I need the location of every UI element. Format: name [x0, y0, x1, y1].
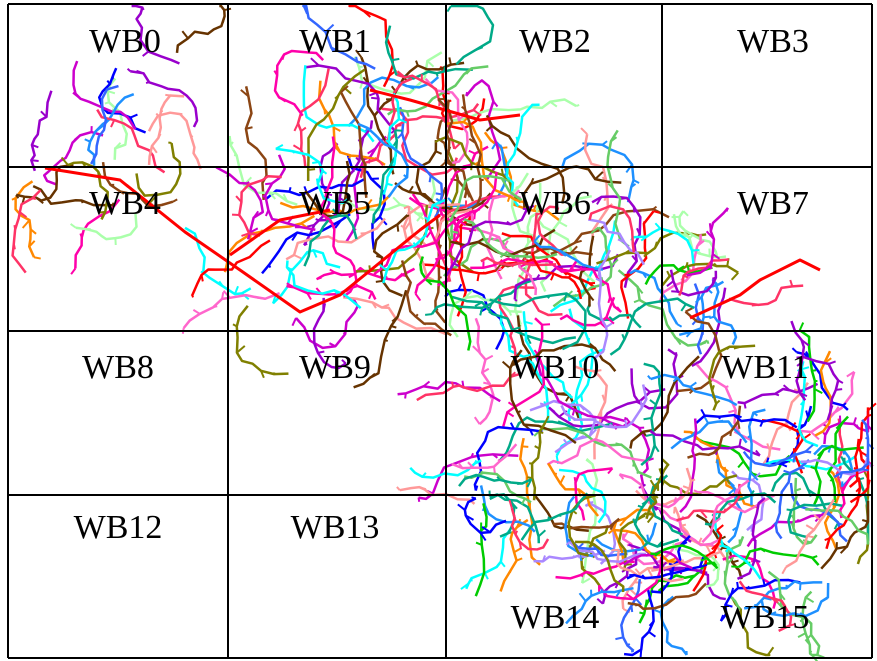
network-edge [168, 142, 171, 143]
cell-label: WB11 [721, 349, 809, 386]
network-edge [398, 382, 501, 401]
network-edge [184, 293, 280, 328]
cell-label: WB15 [721, 599, 810, 636]
cell-label: WB5 [299, 185, 371, 222]
network-edge [294, 255, 302, 259]
network-edge [694, 437, 790, 476]
network-edge [806, 525, 814, 530]
network-edge [475, 209, 480, 210]
cell-label: WB0 [89, 23, 161, 60]
network-edge [237, 306, 289, 374]
network-edge [128, 69, 131, 71]
cell-label: WB2 [519, 23, 591, 60]
network-edge [607, 130, 628, 246]
network-edge [515, 299, 517, 300]
network-edge [559, 222, 567, 226]
cell-label: WB14 [511, 599, 600, 636]
network-edge [764, 498, 765, 499]
network-edge [782, 567, 786, 574]
page: {"cells": ["WB0", "WB1", "WB2", "WB3", "… [0, 0, 877, 661]
cell-label: WB6 [519, 185, 591, 222]
network-edge [425, 314, 432, 315]
network-edge [694, 490, 698, 492]
network-edge [182, 31, 188, 38]
network-edge [149, 96, 184, 165]
network-edge [476, 503, 487, 596]
cell-label: WB13 [291, 509, 380, 546]
cell-label: WB9 [299, 349, 371, 386]
network-edge [34, 257, 41, 258]
map: WB0 WB1 WB2 WB3 WB4 WB5 WB6 WB7 WB8 WB9 … [0, 0, 877, 661]
network-edge [630, 270, 677, 324]
network-edge [717, 525, 723, 530]
network-edge [416, 294, 421, 301]
network-edge [451, 6, 493, 64]
network-edge [130, 71, 197, 127]
cell-label: WB3 [737, 23, 809, 60]
network-edge [581, 128, 587, 134]
network-edge [71, 269, 75, 275]
network-edge [503, 362, 511, 369]
network-edge [475, 417, 480, 424]
network-edge [393, 197, 400, 204]
network-edge [177, 6, 225, 53]
network-edge [731, 566, 738, 567]
network-edge [31, 91, 51, 171]
network-edge [459, 475, 531, 486]
network [12, 4, 876, 661]
network-edge [648, 376, 651, 379]
network-edge [386, 26, 473, 79]
network-edge [532, 423, 545, 501]
network-edge [343, 297, 447, 334]
cell-label: WB10 [511, 349, 600, 386]
network-edge [447, 6, 451, 12]
network-edge [502, 237, 510, 242]
cell-label: WB12 [74, 509, 163, 546]
network-edge [677, 324, 681, 327]
network-edge [732, 273, 739, 280]
network-edge [595, 172, 603, 179]
network-edge [296, 298, 358, 348]
cell-label: WB7 [737, 185, 809, 222]
network-edge [173, 199, 177, 201]
network-edge [71, 224, 76, 228]
network-edge [466, 530, 509, 589]
cell-label: WB4 [89, 185, 161, 222]
network-edge [397, 487, 400, 490]
network-edge [800, 323, 803, 331]
network-edge [458, 504, 465, 510]
network-edge [748, 410, 765, 506]
network-edge [275, 51, 323, 116]
cell-label: WB1 [299, 23, 371, 60]
cell-label: WB8 [82, 349, 154, 386]
